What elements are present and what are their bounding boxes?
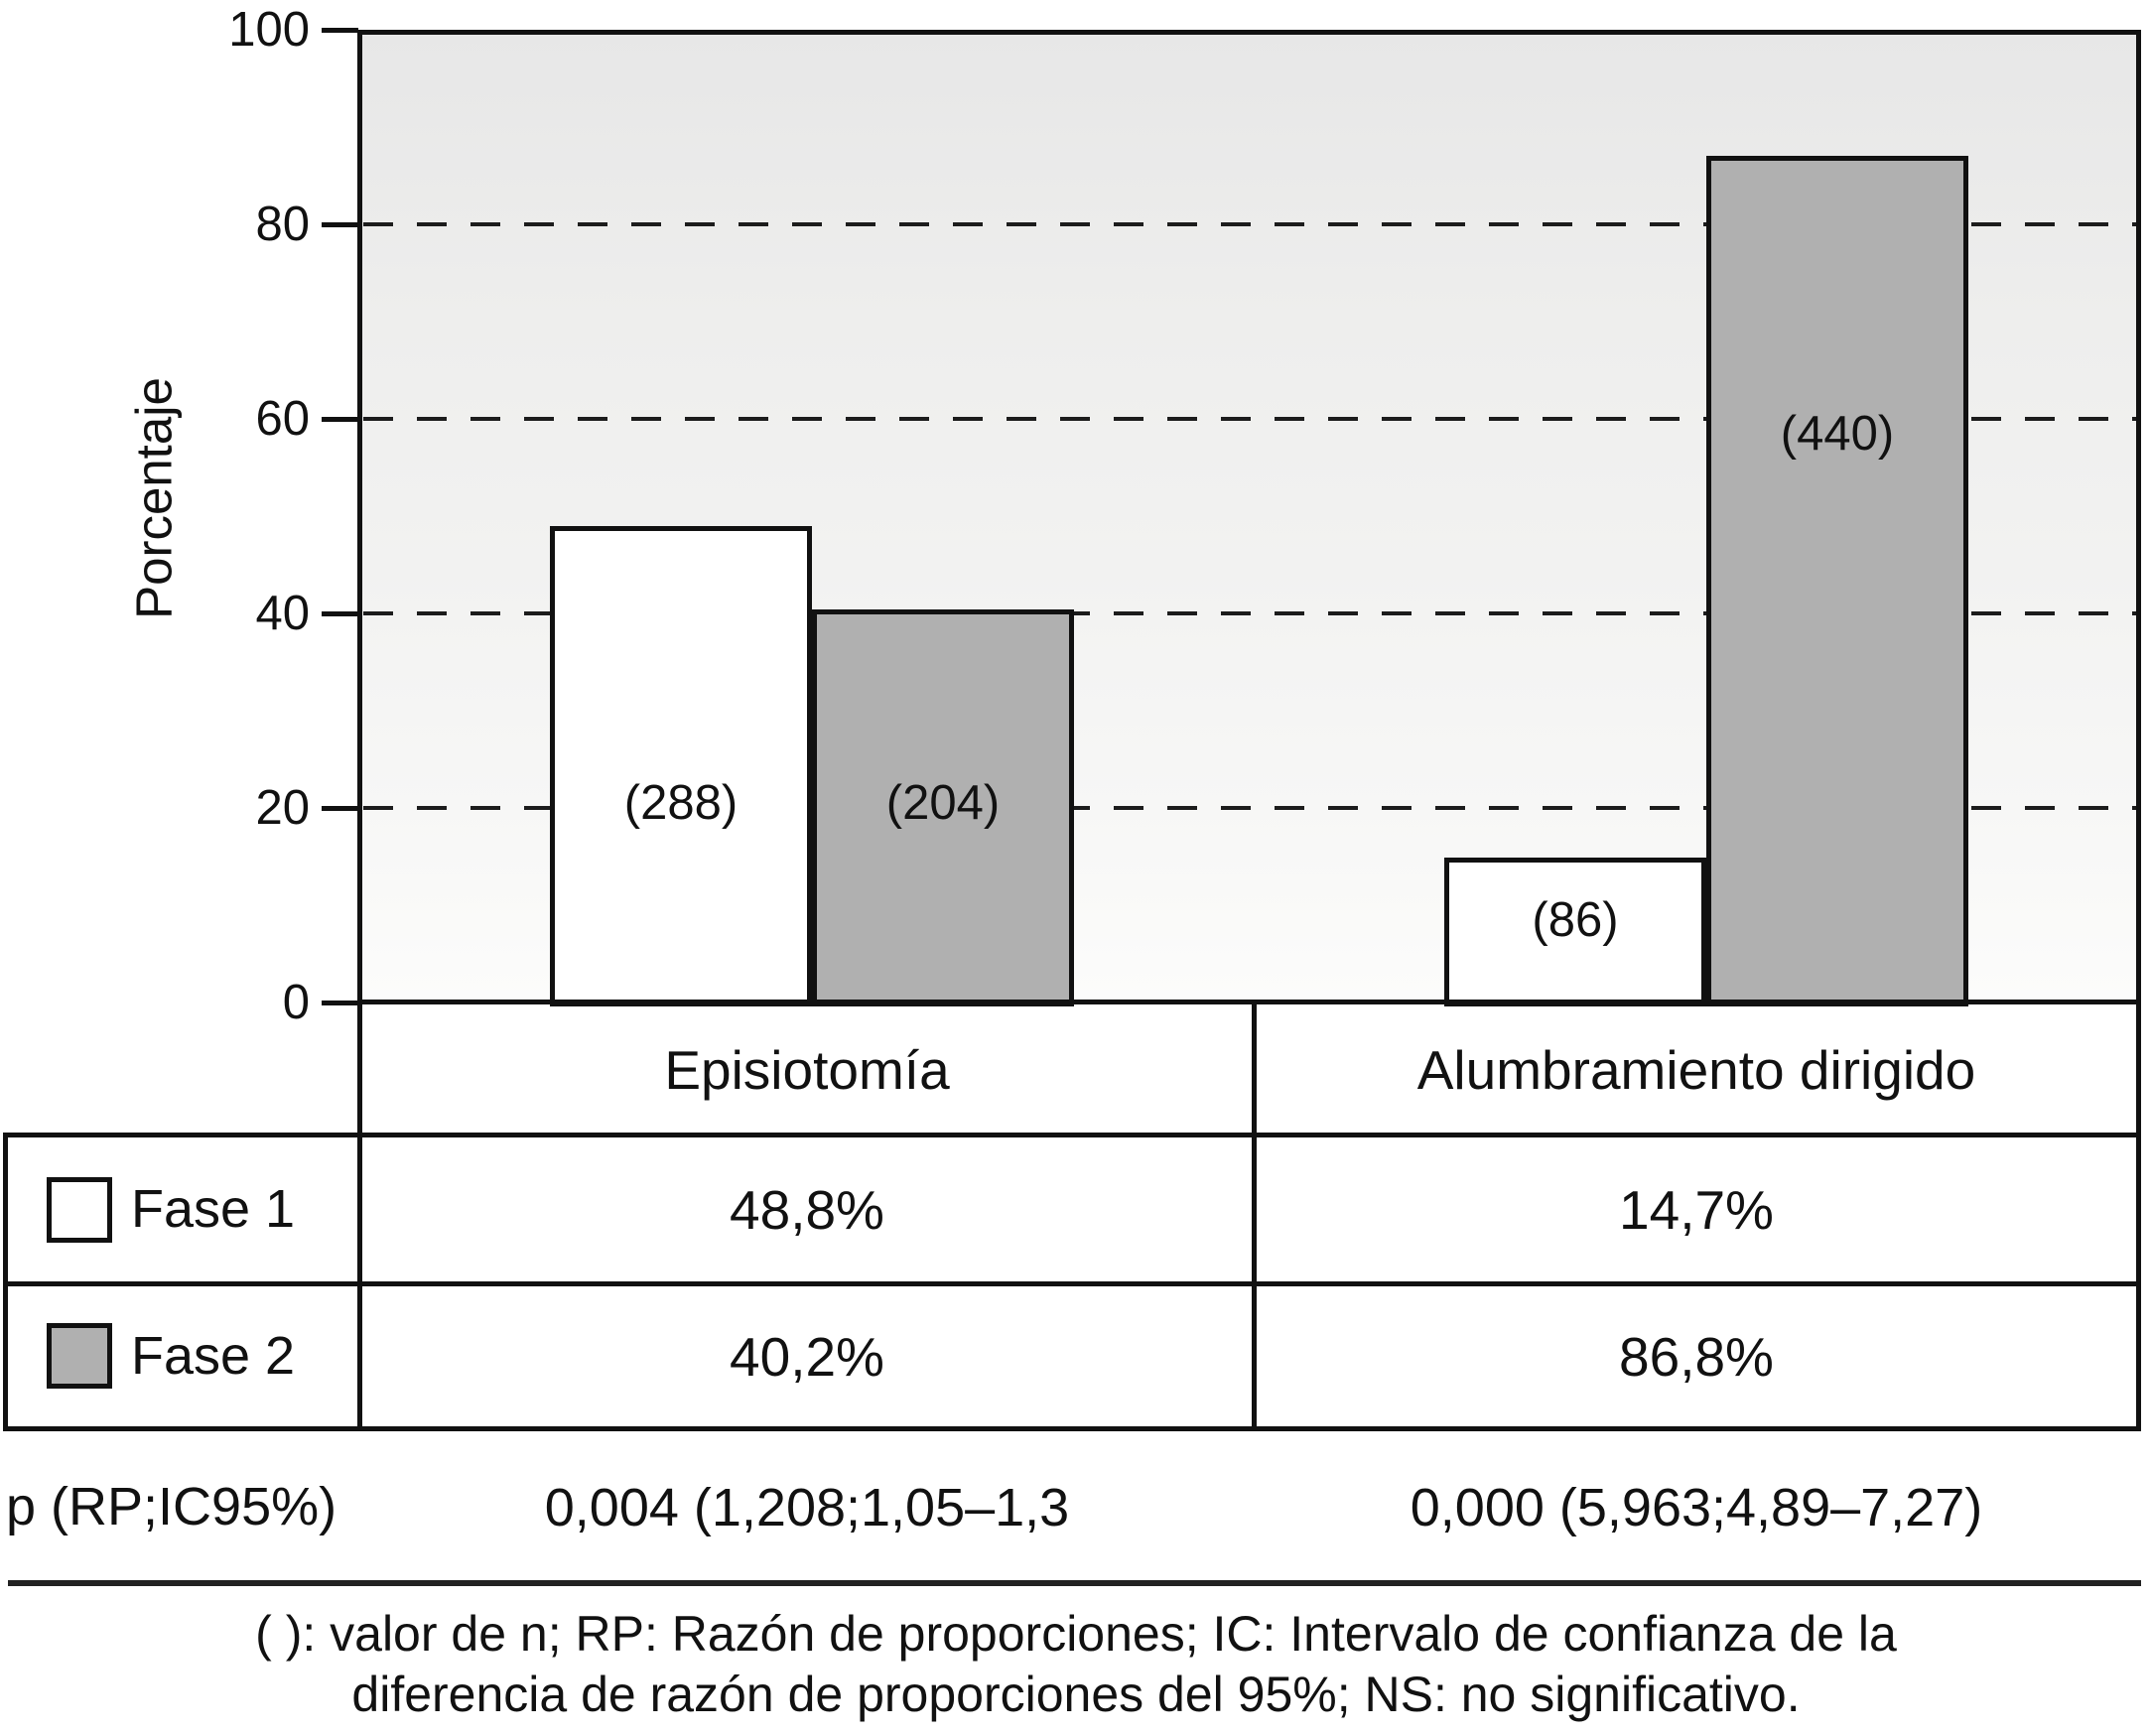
- gridline-80: [363, 222, 2138, 226]
- stats-value-episiotomia: 0,004 (1,208;1,05–1,3: [544, 1477, 1070, 1537]
- table-vline-left-columns: [357, 1002, 362, 1431]
- category-label-alumbramiento: Alumbramiento dirigido: [1416, 1039, 1976, 1101]
- bar-n-label-204: (204): [885, 776, 1001, 831]
- footnote: ( ): valor de n; RP: Razón de proporcion…: [83, 1604, 2069, 1725]
- y-tick-80: [322, 221, 358, 227]
- bar-fase1-1: [1444, 857, 1706, 1006]
- legend-swatch-fase1: [47, 1177, 112, 1243]
- y-tick-40: [322, 610, 358, 616]
- y-tick-label-60: 60: [255, 392, 310, 446]
- footnote-line-2: diferencia de razón de proporciones del …: [351, 1667, 1801, 1722]
- footnote-rule: [8, 1580, 2141, 1586]
- bar-n-label-440: (440): [1780, 406, 1895, 461]
- bar-n-label-86: (86): [1532, 892, 1619, 947]
- y-tick-20: [322, 805, 358, 811]
- y-tick-label-0: 0: [282, 976, 310, 1029]
- category-label-episiotomia: Episiotomía: [664, 1039, 950, 1101]
- legend-label-fase1: Fase 1: [131, 1179, 296, 1239]
- table-row-divider: [3, 1281, 2141, 1286]
- cell-fase2-alumbramiento: 86,8%: [1619, 1325, 1774, 1388]
- y-tick-label-100: 100: [228, 3, 310, 57]
- y-tick-60: [322, 416, 358, 422]
- cell-fase1-alumbramiento: 14,7%: [1619, 1178, 1774, 1241]
- cell-fase2-episiotomia: 40,2%: [730, 1325, 884, 1388]
- y-tick-100: [322, 27, 358, 33]
- gridline-40: [363, 611, 2138, 615]
- table-border-left: [3, 1133, 8, 1431]
- y-tick-0: [322, 1000, 358, 1005]
- table-vline-right: [2136, 1002, 2141, 1431]
- bar-fase2-1: [1706, 156, 1968, 1006]
- gridline-20: [363, 806, 2138, 810]
- cell-fase1-episiotomia: 48,8%: [730, 1178, 884, 1241]
- legend-label-fase2: Fase 2: [131, 1326, 296, 1386]
- bar-fase1-0: [550, 525, 812, 1006]
- gridline-60: [363, 417, 2138, 421]
- y-tick-label-40: 40: [255, 587, 310, 640]
- footnote-line-1: ( ): valor de n; RP: Razón de proporcion…: [255, 1606, 1897, 1662]
- legend-swatch-fase2: [47, 1323, 112, 1389]
- y-tick-label-80: 80: [255, 198, 310, 251]
- y-tick-label-20: 20: [255, 781, 310, 835]
- table-border-bottom: [3, 1426, 2141, 1431]
- stats-value-alumbramiento: 0,000 (5,963;4,89–7,27): [1410, 1477, 1983, 1537]
- table-border-top: [3, 1133, 2141, 1137]
- bar-n-label-288: (288): [623, 776, 739, 831]
- table-vline-between-categories: [1252, 1002, 1257, 1431]
- stats-row-label: p (RP;IC95%): [6, 1477, 337, 1536]
